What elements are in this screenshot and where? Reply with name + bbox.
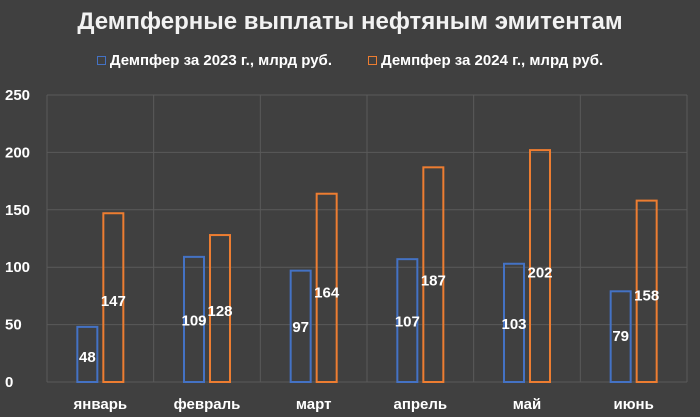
bar-2024	[529, 149, 551, 383]
legend-swatch-2024	[368, 56, 377, 65]
x-tick-label: январь	[74, 396, 128, 413]
y-tick-label: 0	[5, 374, 13, 391]
data-label: 103	[501, 316, 526, 333]
legend-label-2023: Демпфер за 2023 г., млрд руб.	[109, 52, 332, 69]
bar-2023	[76, 325, 99, 383]
chart-title: Демпферные выплаты нефтяным эмитентам	[77, 8, 623, 35]
bar-2024	[635, 199, 658, 383]
data-label: 109	[181, 313, 206, 330]
x-tick-label: июнь	[614, 396, 654, 413]
data-label: 187	[421, 272, 446, 289]
y-tick-label: 50	[5, 317, 22, 334]
data-label: 147	[101, 293, 126, 310]
bar-2024	[315, 192, 338, 383]
bar-2024	[209, 234, 231, 383]
data-label: 107	[395, 314, 420, 331]
legend-item-2023: Демпфер за 2023 г., млрд руб.	[96, 52, 332, 69]
x-tick-label: февраль	[174, 396, 241, 413]
data-label: 128	[207, 303, 232, 320]
bar-2023	[289, 269, 312, 384]
data-label: 164	[314, 284, 340, 301]
bar-2023	[183, 255, 205, 384]
x-tick-label: апрель	[393, 396, 447, 413]
bar-2023	[609, 290, 632, 384]
data-label: 202	[527, 265, 552, 282]
bar-2023	[396, 258, 419, 383]
legend-item-2024: Демпфер за 2024 г., млрд руб.	[368, 52, 603, 69]
legend: Демпфер за 2023 г., млрд руб. Демпфер за…	[0, 52, 700, 69]
y-tick-label: 250	[5, 87, 30, 104]
x-tick-label: март	[296, 396, 332, 413]
x-tick-label: май	[513, 396, 541, 413]
legend-label-2024: Демпфер за 2024 г., млрд руб.	[381, 52, 604, 69]
legend-swatch-2023	[96, 56, 106, 65]
bar-2023	[503, 262, 525, 384]
y-tick-label: 100	[5, 259, 30, 276]
data-label: 97	[292, 319, 309, 336]
data-label: 48	[79, 349, 96, 366]
y-tick-label: 150	[5, 202, 30, 219]
data-label: 158	[634, 287, 659, 304]
y-tick-label: 200	[5, 144, 30, 161]
bar-2024	[422, 166, 445, 383]
data-label: 79	[612, 328, 629, 345]
bar-2024	[102, 212, 125, 383]
